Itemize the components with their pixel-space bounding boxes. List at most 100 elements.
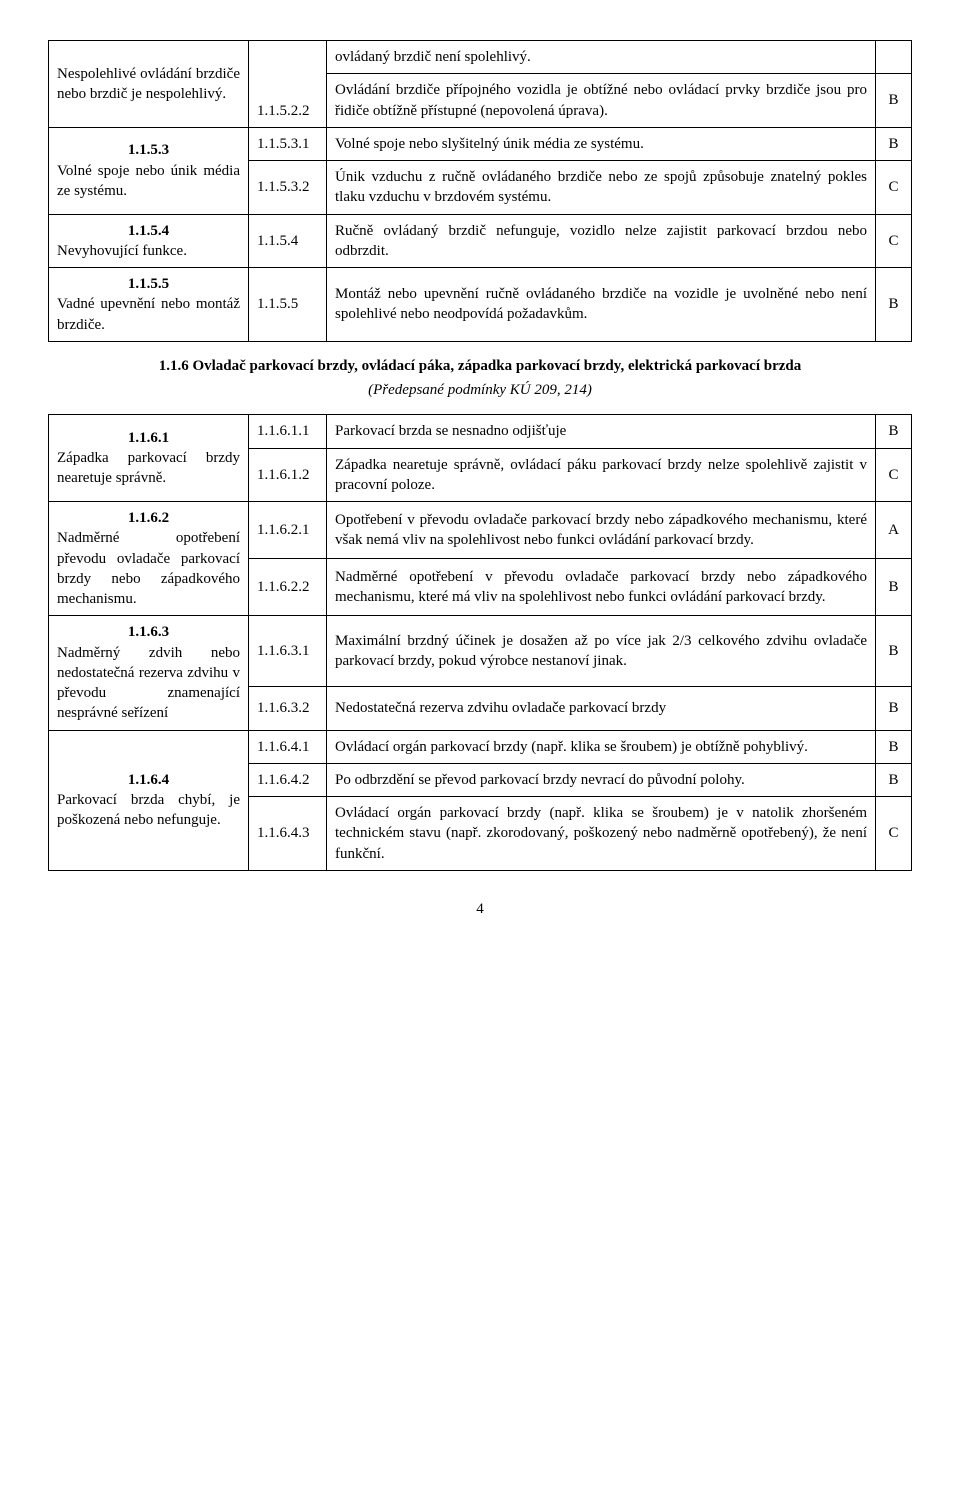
desc-cell: Maximální brzdný účinek je dosažen až po…: [327, 616, 876, 686]
letter-cell: B: [876, 559, 912, 616]
code-text: 1.1.6.4.2: [257, 772, 310, 788]
left-num: 1.1.6.2: [57, 508, 240, 528]
code-text: 1.1.6.2.2: [257, 579, 310, 595]
letter-cell: B: [876, 730, 912, 763]
left-cell: Nespolehlivé ovládání brzdiče nebo brzdi…: [49, 41, 249, 128]
letter-text: B: [888, 92, 898, 108]
left-text: Parkovací brzda chybí, je poškozená nebo…: [57, 792, 240, 828]
left-text: Nevyhovující funkce.: [57, 243, 187, 259]
desc-text: Nedostatečná rezerva zdvihu ovladače par…: [335, 700, 666, 716]
letter-text: C: [888, 233, 898, 249]
desc-text: Ovládací orgán parkovací brzdy (např. kl…: [335, 739, 808, 755]
desc-text: Opotřebení v převodu ovladače parkovací …: [335, 512, 867, 548]
desc-cell: Po odbrzdění se převod parkovací brzdy n…: [327, 763, 876, 796]
letter-text: B: [888, 772, 898, 788]
left-num: 1.1.5.5: [57, 274, 240, 294]
code-cell: 1.1.5.3.1: [249, 127, 327, 160]
table-row: 1.1.6.2 Nadměrné opotřebení převodu ovla…: [49, 502, 912, 559]
code-cell: 1.1.6.4.1: [249, 730, 327, 763]
left-cell: 1.1.6.2 Nadměrné opotřebení převodu ovla…: [49, 502, 249, 616]
desc-text: Únik vzduchu z ručně ovládaného brzdiče …: [335, 169, 867, 205]
table-row: 1.1.6.1 Západka parkovací brzdy nearetuj…: [49, 415, 912, 448]
desc-cell: Nadměrné opotřebení v převodu ovladače p…: [327, 559, 876, 616]
desc-text: ovládaný brzdič není spolehlivý.: [335, 49, 531, 65]
letter-text: B: [888, 296, 898, 312]
section-title: 1.1.6 Ovladač parkovací brzdy, ovládací …: [48, 342, 912, 380]
left-text: Západka parkovací brzdy nearetuje správn…: [57, 450, 240, 486]
left-cell: 1.1.6.4 Parkovací brzda chybí, je poškoz…: [49, 730, 249, 870]
left-num: 1.1.5.3: [57, 140, 240, 160]
letter-text: B: [888, 700, 898, 716]
desc-text: Ručně ovládaný brzdič nefunguje, vozidlo…: [335, 223, 867, 259]
desc-text: Maximální brzdný účinek je dosažen až po…: [335, 633, 867, 669]
desc-cell: Ovládací orgán parkovací brzdy (např. kl…: [327, 797, 876, 871]
left-cell: 1.1.5.4 Nevyhovující funkce.: [49, 214, 249, 268]
table-row: 1.1.6.3 Nadměrný zdvih nebo nedostatečná…: [49, 616, 912, 686]
desc-cell: Ručně ovládaný brzdič nefunguje, vozidlo…: [327, 214, 876, 268]
table-row: 1.1.6.4 Parkovací brzda chybí, je poškoz…: [49, 730, 912, 763]
left-num: 1.1.6.3: [57, 622, 240, 642]
table-2: 1.1.6.1 Západka parkovací brzdy nearetuj…: [48, 414, 912, 871]
letter-cell: B: [876, 686, 912, 730]
desc-text: Volné spoje nebo slyšitelný únik média z…: [335, 136, 644, 152]
desc-cell: ovládaný brzdič není spolehlivý.: [327, 41, 876, 74]
code-text: 1.1.5.5: [257, 296, 298, 312]
left-num: 1.1.5.4: [57, 221, 240, 241]
code-text: 1.1.5.4: [257, 233, 298, 249]
code-cell: 1.1.5.4: [249, 214, 327, 268]
table-row: 1.1.5.4 Nevyhovující funkce. 1.1.5.4 Ruč…: [49, 214, 912, 268]
desc-cell: Montáž nebo upevnění ručně ovládaného br…: [327, 268, 876, 342]
left-text: Nadměrný zdvih nebo nedostatečná rezerva…: [57, 645, 240, 722]
left-cell: 1.1.6.3 Nadměrný zdvih nebo nedostatečná…: [49, 616, 249, 730]
code-text: 1.1.5.2.2: [257, 103, 310, 119]
desc-text: Montáž nebo upevnění ručně ovládaného br…: [335, 286, 867, 322]
left-text: Volné spoje nebo únik média ze systému.: [57, 163, 240, 199]
letter-cell: B: [876, 415, 912, 448]
left-cell: 1.1.5.5 Vadné upevnění nebo montáž brzdi…: [49, 268, 249, 342]
desc-cell: Ovládání brzdiče přípojného vozidla je o…: [327, 74, 876, 128]
letter-text: C: [888, 179, 898, 195]
left-cell: 1.1.6.1 Západka parkovací brzdy nearetuj…: [49, 415, 249, 502]
section-subtitle: (Předepsané podmínky KÚ 209, 214): [48, 380, 912, 414]
code-cell: 1.1.5.2.2: [249, 41, 327, 128]
code-cell: 1.1.6.1.1: [249, 415, 327, 448]
letter-cell: B: [876, 268, 912, 342]
code-text: 1.1.5.3.1: [257, 136, 310, 152]
letter-text: C: [888, 825, 898, 841]
desc-text: Západka nearetuje správně, ovládací páku…: [335, 457, 867, 493]
desc-cell: Ovládací orgán parkovací brzdy (např. kl…: [327, 730, 876, 763]
desc-text: Parkovací brzda se nesnadno odjišťuje: [335, 423, 566, 439]
code-cell: 1.1.6.3.2: [249, 686, 327, 730]
letter-text: B: [888, 739, 898, 755]
letter-cell: B: [876, 127, 912, 160]
desc-cell: Západka nearetuje správně, ovládací páku…: [327, 448, 876, 502]
letter-cell: B: [876, 763, 912, 796]
letter-text: B: [888, 136, 898, 152]
letter-text: B: [888, 643, 898, 659]
letter-cell: C: [876, 161, 912, 215]
desc-cell: Opotřebení v převodu ovladače parkovací …: [327, 502, 876, 559]
code-cell: 1.1.6.2.2: [249, 559, 327, 616]
letter-text: B: [888, 579, 898, 595]
left-text: Nadměrné opotřebení převodu ovladače par…: [57, 530, 240, 607]
letter-cell: A: [876, 502, 912, 559]
table-row: 1.1.5.3 Volné spoje nebo únik média ze s…: [49, 127, 912, 160]
code-text: 1.1.6.3.1: [257, 643, 310, 659]
left-cell: 1.1.5.3 Volné spoje nebo únik média ze s…: [49, 127, 249, 214]
letter-text: A: [888, 522, 899, 538]
letter-cell: B: [876, 616, 912, 686]
code-text: 1.1.5.3.2: [257, 179, 310, 195]
desc-text: Po odbrzdění se převod parkovací brzdy n…: [335, 772, 745, 788]
code-cell: 1.1.6.1.2: [249, 448, 327, 502]
letter-cell: B: [876, 74, 912, 128]
desc-text: Ovládání brzdiče přípojného vozidla je o…: [335, 82, 867, 118]
letter-cell: C: [876, 797, 912, 871]
left-text: Nespolehlivé ovládání brzdiče nebo brzdi…: [57, 66, 240, 102]
table-1: Nespolehlivé ovládání brzdiče nebo brzdi…: [48, 40, 912, 342]
letter-text: C: [888, 467, 898, 483]
desc-cell: Parkovací brzda se nesnadno odjišťuje: [327, 415, 876, 448]
letter-cell: C: [876, 214, 912, 268]
left-num: 1.1.6.4: [57, 770, 240, 790]
page-number: 4: [48, 899, 912, 919]
code-text: 1.1.6.2.1: [257, 522, 310, 538]
